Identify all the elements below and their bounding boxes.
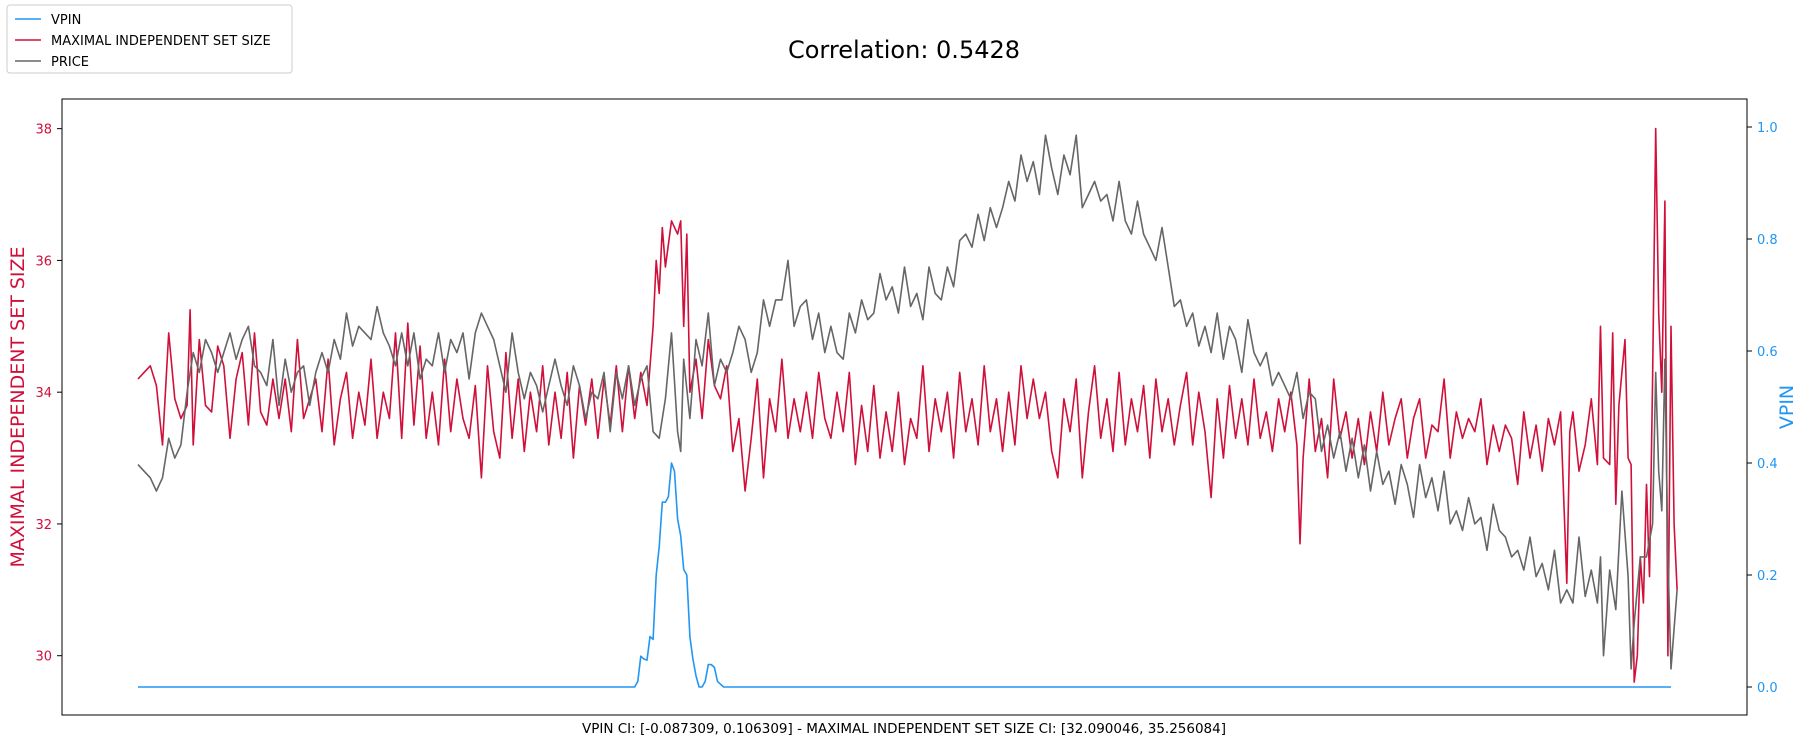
legend-entry-label: MAXIMAL INDEPENDENT SET SIZE	[51, 34, 271, 49]
left-axis: 30 32 34 36 38	[35, 123, 62, 665]
left-tick-label: 32	[35, 518, 52, 533]
series-line-maximal-independent-set-size	[137, 127, 1678, 683]
left-axis-label: MAXIMAL INDEPENDENT SET SIZE	[7, 246, 29, 567]
left-tick-label: 38	[35, 123, 52, 138]
right-axis: 0.0 0.2 0.4 0.6 0.8 1.0	[1747, 121, 1778, 696]
right-tick-label: 0.2	[1757, 569, 1778, 584]
plot-frame	[61, 98, 1748, 716]
legend: VPIN MAXIMAL INDEPENDENT SET SIZE PRICE	[6, 4, 293, 74]
right-tick-label: 1.0	[1757, 121, 1778, 136]
confidence-interval-caption: VPIN CI: [-0.087309, 0.106309] - MAXIMAL…	[582, 721, 1226, 737]
legend-entry-label: PRICE	[51, 55, 89, 70]
legend-frame	[6, 4, 293, 74]
right-tick-label: 0.8	[1757, 233, 1778, 248]
right-tick-label: 0.4	[1757, 457, 1778, 472]
plot-area	[137, 127, 1678, 688]
left-tick-label: 30	[35, 650, 52, 665]
legend-entry-label: VPIN	[51, 13, 81, 28]
chart-title: Correlation: 0.5428	[788, 36, 1020, 64]
left-tick-label: 34	[35, 386, 52, 401]
right-tick-label: 0.0	[1757, 681, 1778, 696]
right-tick-label: 0.6	[1757, 345, 1778, 360]
left-tick-label: 36	[35, 254, 52, 269]
series-line-vpin	[138, 462, 1671, 688]
right-axis-label: VPIN	[1776, 385, 1798, 429]
series-line-price	[137, 134, 1678, 670]
